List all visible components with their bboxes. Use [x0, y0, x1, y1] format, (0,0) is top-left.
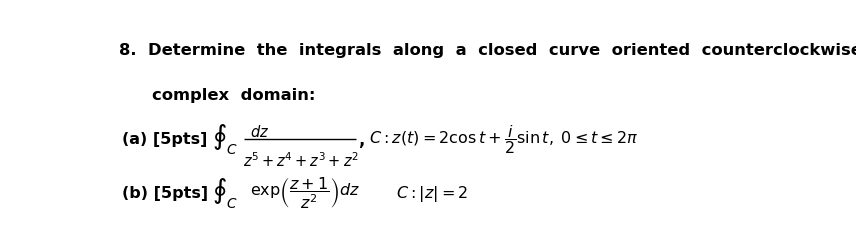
- Text: (b) [5pts]: (b) [5pts]: [122, 186, 208, 201]
- Text: $dz$: $dz$: [250, 124, 269, 140]
- Text: $C: z(t) = 2\cos t + \dfrac{i}{2}\sin t,\;0 \leq t \leq 2\pi$: $C: z(t) = 2\cos t + \dfrac{i}{2}\sin t,…: [369, 123, 639, 156]
- Text: $\exp\!\left(\dfrac{z+1}{z^2}\right)dz$: $\exp\!\left(\dfrac{z+1}{z^2}\right)dz$: [250, 176, 360, 212]
- Text: $z^5+z^4+z^3+z^2$: $z^5+z^4+z^3+z^2$: [243, 152, 359, 170]
- Text: (a) [5pts]: (a) [5pts]: [122, 132, 207, 147]
- Text: ,: ,: [358, 131, 364, 149]
- Text: $C: |z| = 2$: $C: |z| = 2$: [395, 184, 467, 204]
- Text: $\oint_C$: $\oint_C$: [211, 176, 237, 211]
- Text: $\oint_C$: $\oint_C$: [211, 122, 237, 157]
- Text: complex  domain:: complex domain:: [152, 88, 316, 103]
- Text: 8.  Determine  the  integrals  along  a  closed  curve  oriented  counterclockwi: 8. Determine the integrals along a close…: [119, 44, 856, 59]
